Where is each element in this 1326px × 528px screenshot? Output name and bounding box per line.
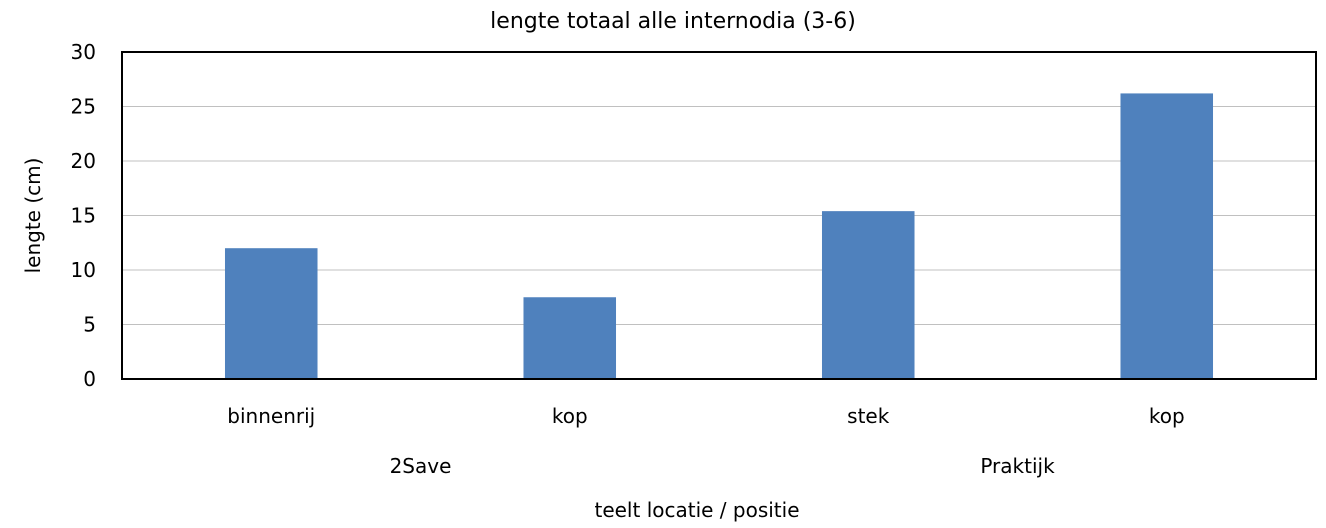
- x-category-label: kop: [1149, 404, 1185, 428]
- y-tick-label: 10: [71, 258, 96, 282]
- y-tick-label: 15: [71, 204, 96, 228]
- x-group-label: Praktijk: [980, 454, 1055, 478]
- x-axis-groups: 2Save Praktijk: [390, 454, 1055, 478]
- bar: [821, 211, 915, 379]
- chart-title: lengte totaal alle internodia (3-6): [490, 9, 856, 34]
- gridlines: [122, 106, 1316, 325]
- y-axis-ticks: 0 5 10 15 20 25 30: [71, 40, 96, 391]
- x-axis-categories: binnenrij kop stek kop: [227, 404, 1184, 428]
- y-tick-label: 30: [71, 40, 96, 64]
- plot-area-frame: [121, 51, 1317, 380]
- y-axis-title: lengte (cm): [21, 158, 45, 274]
- y-tick-label: 25: [71, 95, 96, 119]
- y-tick-label: 0: [83, 367, 96, 391]
- y-tick-label: 5: [83, 313, 96, 337]
- y-tick-label: 20: [71, 149, 96, 173]
- bar: [523, 297, 617, 379]
- x-category-label: kop: [552, 404, 588, 428]
- bar: [1120, 93, 1214, 380]
- x-category-label: stek: [847, 404, 890, 428]
- x-category-label: binnenrij: [227, 404, 315, 428]
- bars: [224, 93, 1214, 380]
- x-axis-title: teelt locatie / positie: [594, 498, 799, 522]
- bar: [224, 248, 318, 379]
- x-group-label: 2Save: [390, 454, 452, 478]
